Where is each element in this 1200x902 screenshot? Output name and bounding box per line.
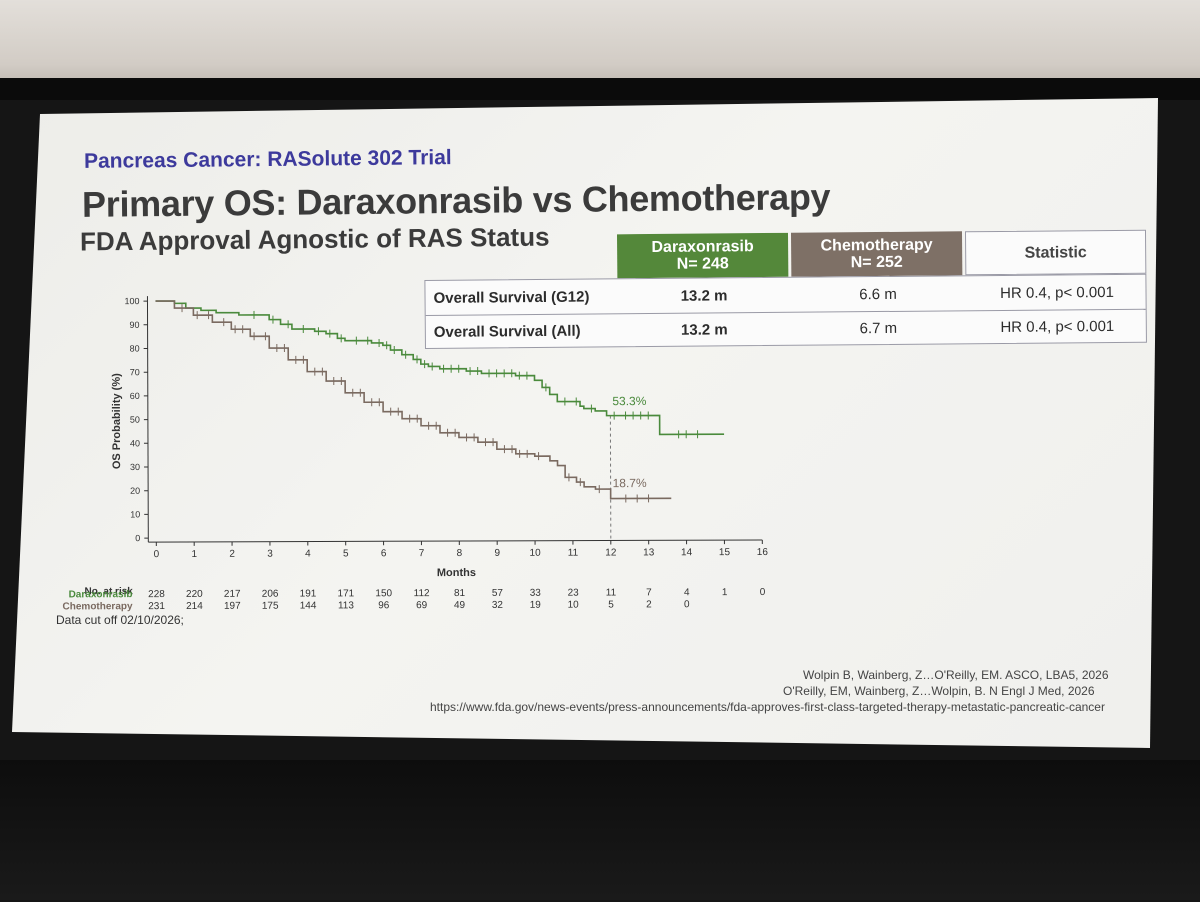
risk-value: 0: [684, 599, 690, 610]
x-axis-line: [148, 540, 762, 542]
risk-value: 171: [338, 588, 355, 599]
risk-value: 113: [338, 600, 354, 611]
annotation-chemotherapy: 18.7%: [613, 476, 647, 490]
risk-value: 191: [300, 589, 317, 600]
room-floor: [0, 760, 1200, 900]
risk-value: 150: [375, 588, 392, 599]
screen-frame: [0, 78, 1200, 100]
x-tick-label: 15: [719, 547, 731, 558]
x-tick-label: 2: [229, 549, 235, 560]
x-tick-label: 5: [343, 548, 349, 559]
risk-value: 5: [608, 599, 614, 610]
x-tick-label: 7: [419, 548, 425, 559]
risk-value: 69: [416, 600, 428, 611]
risk-value: 7: [646, 587, 652, 598]
risk-value: 214: [186, 601, 203, 612]
reference-1: Wolpin B, Wainberg, Z…O'Reilly, EM. ASCO…: [803, 668, 1109, 682]
risk-value: 220: [186, 589, 203, 600]
risk-value: 32: [492, 600, 504, 611]
annotation-daraxonrasib: 53.3%: [612, 394, 646, 408]
risk-value: 19: [530, 600, 542, 611]
y-tick-label: 90: [130, 320, 140, 330]
x-tick-label: 14: [681, 547, 693, 558]
x-tick-label: 9: [494, 548, 500, 559]
risk-value: 228: [148, 589, 165, 600]
x-tick-label: 4: [305, 549, 311, 560]
x-tick-label: 16: [757, 547, 769, 558]
y-tick-label: 100: [124, 296, 139, 306]
risk-value: 23: [568, 588, 580, 599]
y-tick-label: 70: [130, 367, 140, 377]
x-tick-label: 12: [605, 547, 617, 558]
y-tick-label: 60: [130, 391, 140, 401]
data-cutoff-note: Data cut off 02/10/2026;: [56, 613, 184, 627]
risk-value: 175: [262, 601, 279, 612]
risk-value: 4: [684, 587, 690, 598]
y-axis-title: OS Probability (%): [111, 373, 123, 469]
y-tick-label: 0: [135, 533, 140, 543]
x-tick-label: 13: [643, 547, 655, 558]
risk-value: 197: [224, 601, 241, 612]
risk-value: 217: [224, 589, 241, 600]
risk-value: 49: [454, 600, 466, 611]
risk-value: 81: [454, 588, 466, 599]
y-tick-label: 10: [130, 509, 140, 519]
x-tick-label: 3: [267, 549, 273, 560]
reference-3: https://www.fda.gov/news-events/press-an…: [430, 700, 1105, 714]
x-tick-label: 6: [381, 548, 387, 559]
risk-value: 10: [568, 600, 580, 611]
risk-value: 206: [262, 589, 279, 600]
reference-2: O'Reilly, EM, Wainberg, Z…Wolpin, B. N E…: [783, 684, 1095, 698]
y-tick-label: 30: [130, 462, 140, 472]
y-tick-label: 50: [130, 415, 140, 425]
risk-value: 33: [530, 588, 542, 599]
series-line-daraxonrasib: [155, 299, 724, 436]
risk-value: 11: [606, 587, 617, 598]
risk-row-label-chemotherapy: Chemotherapy: [63, 601, 133, 612]
x-tick-label: 8: [457, 548, 463, 559]
risk-row-label-daraxonrasib: Daraxonrasib: [69, 589, 133, 600]
risk-value: 2: [646, 599, 652, 610]
risk-value: 112: [414, 588, 430, 599]
x-tick-label: 1: [191, 549, 197, 560]
risk-value: 1: [722, 587, 728, 598]
y-tick-label: 80: [130, 344, 140, 354]
series-line-chemotherapy: [155, 299, 671, 500]
x-tick-label: 0: [154, 549, 160, 560]
risk-value: 96: [378, 600, 390, 611]
y-tick-label: 20: [130, 486, 140, 496]
risk-value: 57: [492, 588, 504, 599]
x-axis-title: Months: [437, 567, 476, 579]
x-tick-label: 11: [568, 548, 579, 559]
risk-value: 0: [760, 587, 766, 598]
x-tick-label: 10: [530, 548, 542, 559]
risk-value: 231: [148, 601, 165, 612]
risk-value: 144: [300, 601, 317, 612]
y-tick-label: 40: [130, 438, 140, 448]
